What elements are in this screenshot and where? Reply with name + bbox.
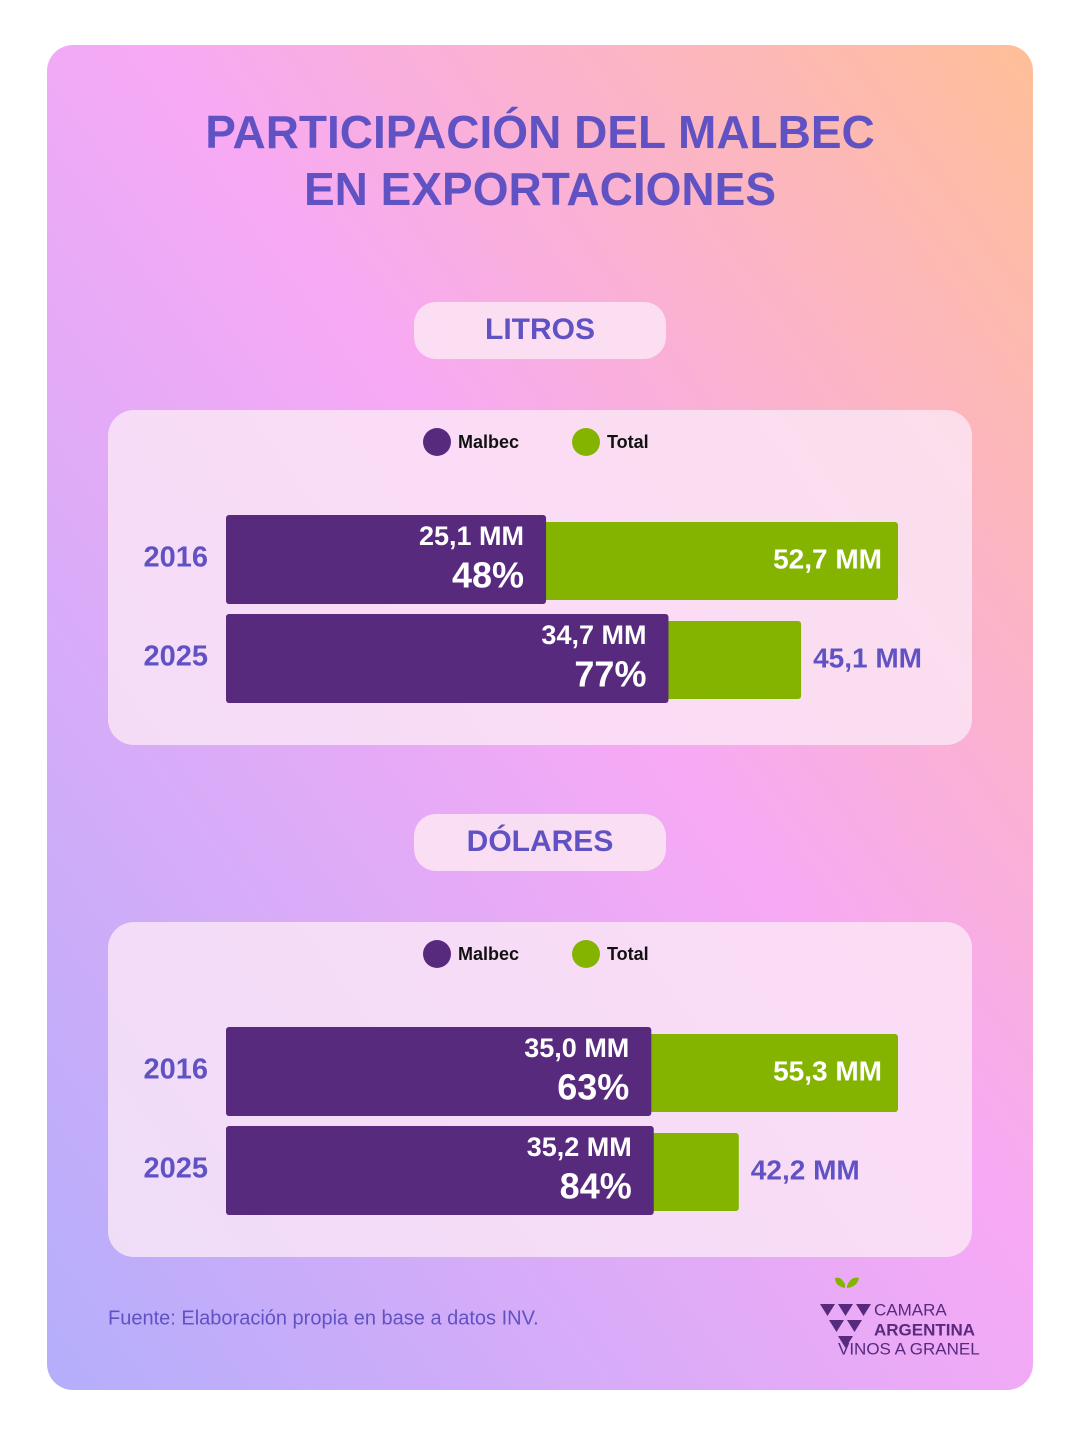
category-label: 2016 xyxy=(143,1054,208,1086)
total-value-label: 52,7 MM xyxy=(773,543,882,574)
legend-swatch xyxy=(423,940,451,968)
section-title: LITROS xyxy=(485,313,595,346)
title-line: PARTICIPACIÓN DEL MALBEC xyxy=(205,106,875,158)
malbec-value-label: 35,2 MM xyxy=(527,1132,632,1162)
legend-label: Malbec xyxy=(458,944,519,964)
malbec-percent-label: 77% xyxy=(574,654,646,695)
section-pill xyxy=(414,302,666,359)
logo-text: VINOS A GRANEL xyxy=(838,1339,980,1358)
malbec-percent-label: 63% xyxy=(557,1067,629,1108)
malbec-bar xyxy=(226,614,669,703)
logo-text: CAMARA xyxy=(874,1300,947,1319)
total-value-label: 55,3 MM xyxy=(773,1055,882,1086)
legend-swatch xyxy=(572,940,600,968)
malbec-value-label: 25,1 MM xyxy=(419,521,524,551)
malbec-bar xyxy=(226,515,547,604)
category-label: 2025 xyxy=(143,1153,208,1185)
category-label: 2025 xyxy=(143,641,208,673)
malbec-value-label: 35,0 MM xyxy=(524,1033,629,1063)
category-label: 2016 xyxy=(143,542,208,574)
title-line: EN EXPORTACIONES xyxy=(304,163,776,215)
legend-swatch xyxy=(423,428,451,456)
malbec-bar xyxy=(226,1027,652,1116)
total-value-label: 45,1 MM xyxy=(813,642,922,673)
logo-leaf xyxy=(835,1277,859,1288)
logo: CAMARA ARGENTINA VINOS A GRANEL xyxy=(820,1277,980,1358)
logo-grapes xyxy=(820,1304,871,1348)
total-value-label: 42,2 MM xyxy=(751,1154,860,1185)
section-pill xyxy=(414,814,666,871)
malbec-percent-label: 84% xyxy=(560,1166,632,1207)
source: Fuente: Elaboración propia en base a dat… xyxy=(108,1307,539,1329)
malbec-value-label: 34,7 MM xyxy=(541,620,646,650)
legend-label: Malbec xyxy=(458,432,519,452)
section-title: DÓLARES xyxy=(467,824,614,858)
legend-label: Total xyxy=(607,432,649,452)
malbec-bar xyxy=(226,1126,654,1215)
legend-swatch xyxy=(572,428,600,456)
malbec-percent-label: 48% xyxy=(452,555,524,596)
legend-label: Total xyxy=(607,944,649,964)
logo-text: ARGENTINA xyxy=(874,1320,975,1339)
